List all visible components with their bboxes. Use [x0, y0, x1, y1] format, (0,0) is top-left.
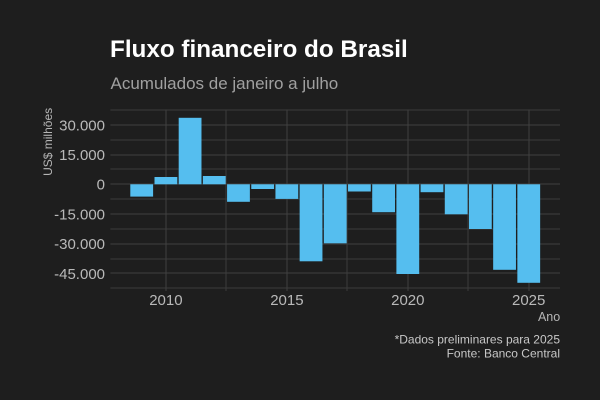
svg-text:-15.000: -15.000: [54, 206, 105, 223]
svg-text:15.000: 15.000: [59, 147, 105, 164]
svg-text:2025: 2025: [512, 292, 545, 309]
svg-text:2015: 2015: [270, 292, 303, 309]
svg-text:2010: 2010: [149, 292, 182, 309]
svg-text:Acumulados de janeiro a julho: Acumulados de janeiro a julho: [111, 74, 339, 93]
svg-text:0: 0: [97, 177, 105, 194]
svg-text:-30.000: -30.000: [54, 236, 105, 253]
svg-text:2020: 2020: [391, 292, 424, 309]
svg-text:Fluxo financeiro do Brasil: Fluxo financeiro do Brasil: [110, 36, 408, 63]
svg-text:Ano: Ano: [538, 310, 560, 324]
svg-text:US$ milhões: US$ milhões: [41, 108, 55, 176]
svg-text:30.000: 30.000: [59, 117, 105, 134]
svg-text:Fonte: Banco Central: Fonte: Banco Central: [447, 347, 560, 361]
svg-text:*Dados preliminares para 2025: *Dados preliminares para 2025: [395, 332, 561, 346]
svg-text:-45.000: -45.000: [54, 266, 105, 283]
